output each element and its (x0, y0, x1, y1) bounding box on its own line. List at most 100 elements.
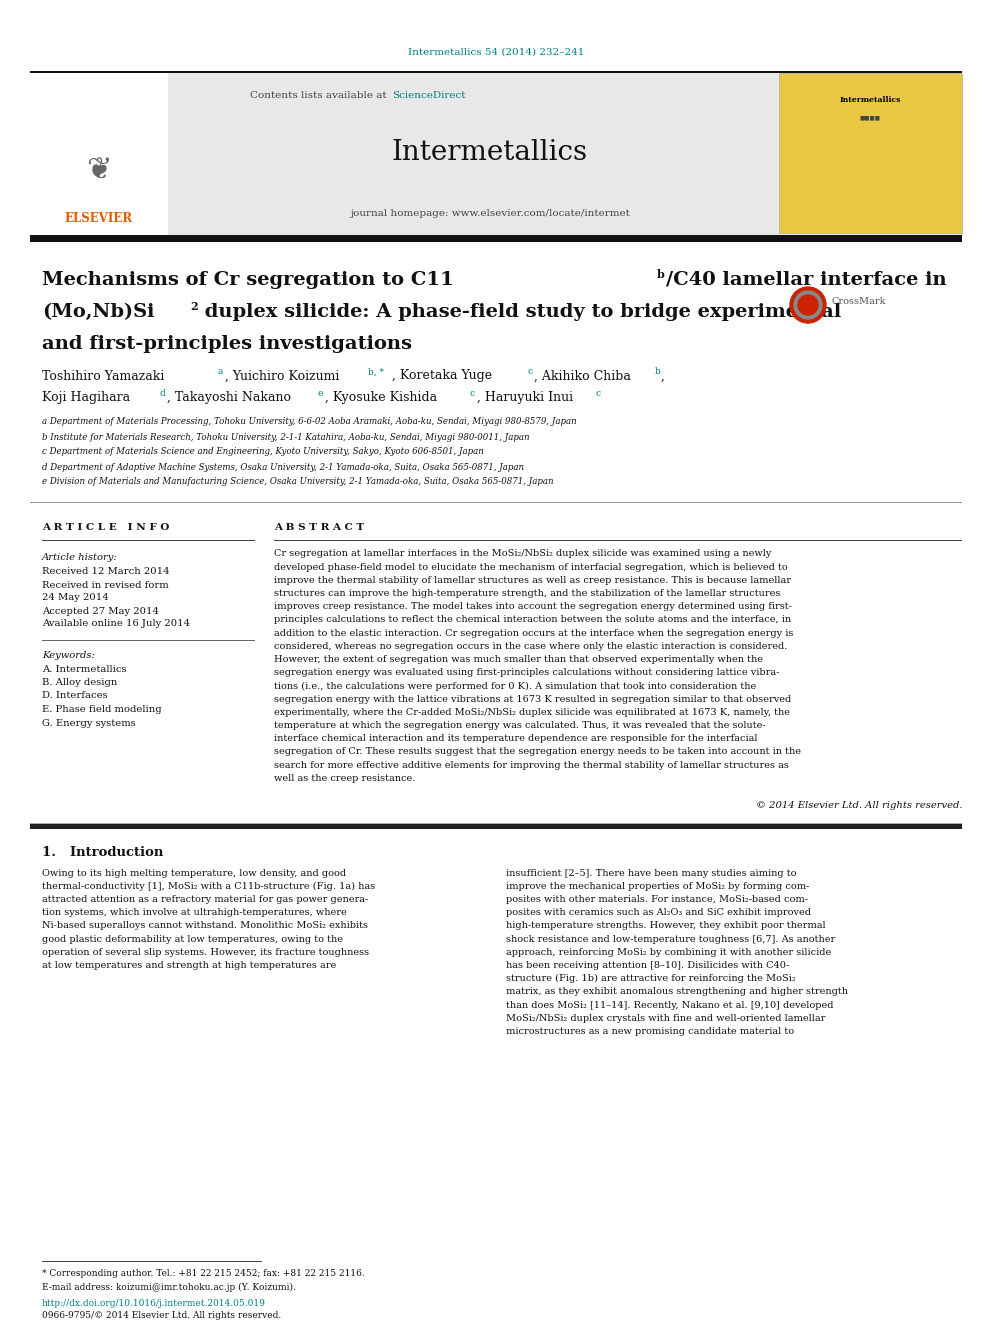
Text: b: b (655, 368, 661, 377)
Text: (Mo,Nb)Si: (Mo,Nb)Si (42, 303, 155, 321)
Text: d: d (160, 389, 166, 397)
Text: Intermetallics: Intermetallics (392, 139, 588, 165)
Text: However, the extent of segregation was much smaller than that observed experimen: However, the extent of segregation was m… (274, 655, 763, 664)
Text: ❦: ❦ (86, 156, 112, 184)
Text: /C40 lamellar interface in: /C40 lamellar interface in (666, 271, 946, 288)
Text: Ni-based superalloys cannot withstand. Monolithic MoSi₂ exhibits: Ni-based superalloys cannot withstand. M… (42, 921, 368, 930)
Text: Received in revised form: Received in revised form (42, 581, 169, 590)
Text: * Corresponding author. Tel.: +81 22 215 2452; fax: +81 22 215 2116.: * Corresponding author. Tel.: +81 22 215… (42, 1270, 365, 1278)
Text: Mechanisms of Cr segregation to C11: Mechanisms of Cr segregation to C11 (42, 271, 454, 288)
Bar (30, 235, 962, 242)
Text: E. Phase field modeling: E. Phase field modeling (42, 705, 162, 714)
Text: improves creep resistance. The model takes into account the segregation energy d: improves creep resistance. The model tak… (274, 602, 792, 611)
Text: temperature at which the segregation energy was calculated. Thus, it was reveale: temperature at which the segregation ene… (274, 721, 766, 730)
Text: Contents lists available at: Contents lists available at (250, 90, 390, 99)
Text: 1.   Introduction: 1. Introduction (42, 847, 164, 860)
Text: segregation energy with the lattice vibrations at 1673 K resulted in segregation: segregation energy with the lattice vibr… (274, 695, 792, 704)
Text: D. Interfaces: D. Interfaces (42, 692, 107, 700)
Text: interface chemical interaction and its temperature dependence are responsible fo: interface chemical interaction and its t… (274, 734, 758, 744)
Text: a: a (218, 368, 223, 377)
Text: Owing to its high melting temperature, low density, and good: Owing to its high melting temperature, l… (42, 868, 346, 877)
Text: © 2014 Elsevier Ltd. All rights reserved.: © 2014 Elsevier Ltd. All rights reserved… (756, 802, 962, 811)
Text: c: c (596, 389, 601, 397)
Text: A. Intermetallics: A. Intermetallics (42, 664, 127, 673)
Bar (30, 70, 962, 73)
Text: duplex silicide: A phase-field study to bridge experimental: duplex silicide: A phase-field study to … (198, 303, 841, 321)
Text: Keywords:: Keywords: (42, 651, 95, 659)
Text: matrix, as they exhibit anomalous strengthening and higher strength: matrix, as they exhibit anomalous streng… (506, 987, 848, 996)
Text: e: e (318, 389, 323, 397)
Text: Accepted 27 May 2014: Accepted 27 May 2014 (42, 606, 159, 615)
Text: high-temperature strengths. However, they exhibit poor thermal: high-temperature strengths. However, the… (506, 921, 825, 930)
Circle shape (794, 291, 822, 319)
Text: shock resistance and low-temperature toughness [6,7]. As another: shock resistance and low-temperature tou… (506, 934, 835, 943)
Bar (779, 73, 962, 233)
Text: segregation energy was evaluated using first-principles calculations without con: segregation energy was evaluated using f… (274, 668, 780, 677)
Text: improve the thermal stability of lamellar structures as well as creep resistance: improve the thermal stability of lamella… (274, 576, 791, 585)
Text: CrossMark: CrossMark (832, 298, 887, 307)
Text: principles calculations to reflect the chemical interaction between the solute a: principles calculations to reflect the c… (274, 615, 792, 624)
Text: good plastic deformability at low temperatures, owing to the: good plastic deformability at low temper… (42, 934, 343, 943)
Text: Received 12 March 2014: Received 12 March 2014 (42, 568, 170, 577)
Bar (30, 824, 962, 830)
Text: b, *: b, * (368, 368, 384, 377)
Text: tions (i.e., the calculations were performed for 0 K). A simulation that took in: tions (i.e., the calculations were perfo… (274, 681, 756, 691)
Text: journal homepage: www.elsevier.com/locate/intermet: journal homepage: www.elsevier.com/locat… (350, 209, 630, 217)
Text: than does MoSi₂ [11–14]. Recently, Nakano et al. [9,10] developed: than does MoSi₂ [11–14]. Recently, Nakan… (506, 1000, 833, 1009)
Text: search for more effective additive elements for improving the thermal stability : search for more effective additive eleme… (274, 761, 789, 770)
Text: attracted attention as a refractory material for gas power genera-: attracted attention as a refractory mate… (42, 894, 368, 904)
Text: , Takayoshi Nakano: , Takayoshi Nakano (167, 390, 295, 404)
Circle shape (798, 295, 818, 315)
Text: and first-principles investigations: and first-principles investigations (42, 335, 412, 353)
Text: , Kyosuke Kishida: , Kyosuke Kishida (325, 390, 441, 404)
Text: has been receiving attention [8–10]. Disilicides with C40-: has been receiving attention [8–10]. Dis… (506, 960, 789, 970)
Text: ■■■■: ■■■■ (859, 115, 881, 120)
Text: MoSi₂/NbSi₂ duplex crystals with fine and well-oriented lamellar: MoSi₂/NbSi₂ duplex crystals with fine an… (506, 1013, 825, 1023)
Text: Intermetallics: Intermetallics (839, 97, 901, 105)
Text: , Haruyuki Inui: , Haruyuki Inui (477, 390, 577, 404)
Text: ScienceDirect: ScienceDirect (392, 90, 465, 99)
Text: improve the mechanical properties of MoSi₂ by forming com-: improve the mechanical properties of MoS… (506, 881, 809, 890)
Text: 0966-9795/© 2014 Elsevier Ltd. All rights reserved.: 0966-9795/© 2014 Elsevier Ltd. All right… (42, 1311, 282, 1320)
Text: approach, reinforcing MoSi₂ by combining it with another silicide: approach, reinforcing MoSi₂ by combining… (506, 947, 831, 957)
Text: developed phase-field model to elucidate the mechanism of interfacial segregatio: developed phase-field model to elucidate… (274, 562, 788, 572)
Text: E-mail address: koizumi@imr.tohoku.ac.jp (Y. Koizumi).: E-mail address: koizumi@imr.tohoku.ac.jp… (42, 1282, 296, 1291)
Text: c: c (528, 368, 533, 377)
Bar (30, 73, 962, 237)
Text: ELSEVIER: ELSEVIER (64, 212, 133, 225)
Text: insufficient [2–5]. There have been many studies aiming to: insufficient [2–5]. There have been many… (506, 868, 797, 877)
Text: addition to the elastic interaction. Cr segregation occurs at the interface when: addition to the elastic interaction. Cr … (274, 628, 794, 638)
Text: A B S T R A C T: A B S T R A C T (274, 524, 364, 532)
Text: c: c (470, 389, 475, 397)
Text: Article history:: Article history: (42, 553, 118, 562)
Text: ,: , (661, 369, 665, 382)
Text: c Department of Materials Science and Engineering, Kyoto University, Sakyo, Kyot: c Department of Materials Science and En… (42, 447, 484, 456)
Text: tion systems, which involve at ultrahigh-temperatures, where: tion systems, which involve at ultrahigh… (42, 908, 347, 917)
Text: A R T I C L E   I N F O: A R T I C L E I N F O (42, 524, 170, 532)
Text: considered, whereas no segregation occurs in the case where only the elastic int: considered, whereas no segregation occur… (274, 642, 788, 651)
Text: Intermetallics 54 (2014) 232–241: Intermetallics 54 (2014) 232–241 (408, 48, 584, 57)
Text: a Department of Materials Processing, Tohoku University, 6-6-02 Aoba Aramaki, Ao: a Department of Materials Processing, To… (42, 418, 576, 426)
Text: Cr segregation at lamellar interfaces in the MoSi₂/NbSi₂ duplex silicide was exa: Cr segregation at lamellar interfaces in… (274, 549, 772, 558)
Circle shape (790, 287, 826, 323)
Text: experimentally, where the Cr-added MoSi₂/NbSi₂ duplex silicide was equilibrated : experimentally, where the Cr-added MoSi₂… (274, 708, 790, 717)
Text: thermal-conductivity [1], MoSi₂ with a C11b-structure (Fig. 1a) has: thermal-conductivity [1], MoSi₂ with a C… (42, 881, 375, 890)
Text: structure (Fig. 1b) are attractive for reinforcing the MoSi₂: structure (Fig. 1b) are attractive for r… (506, 974, 796, 983)
Text: posites with ceramics such as Al₂O₃ and SiC exhibit improved: posites with ceramics such as Al₂O₃ and … (506, 908, 811, 917)
Text: well as the creep resistance.: well as the creep resistance. (274, 774, 416, 783)
Text: b Institute for Materials Research, Tohoku University, 2-1-1 Katahira, Aoba-ku, : b Institute for Materials Research, Toho… (42, 433, 530, 442)
Text: B. Alloy design: B. Alloy design (42, 677, 117, 687)
Text: e Division of Materials and Manufacturing Science, Osaka University, 2-1 Yamada-: e Division of Materials and Manufacturin… (42, 478, 554, 487)
Text: , Koretaka Yuge: , Koretaka Yuge (392, 369, 496, 382)
Bar (30, 73, 168, 237)
Text: b: b (657, 269, 665, 279)
Text: Koji Hagihara: Koji Hagihara (42, 390, 134, 404)
Text: , Akihiko Chiba: , Akihiko Chiba (534, 369, 635, 382)
Text: operation of several slip systems. However, its fracture toughness: operation of several slip systems. Howev… (42, 947, 369, 957)
Text: G. Energy systems: G. Energy systems (42, 718, 136, 728)
Text: 2: 2 (190, 300, 197, 311)
Text: Toshihiro Yamazaki: Toshihiro Yamazaki (42, 369, 169, 382)
Text: microstructures as a new promising candidate material to: microstructures as a new promising candi… (506, 1027, 795, 1036)
Text: http://dx.doi.org/10.1016/j.intermet.2014.05.019: http://dx.doi.org/10.1016/j.intermet.201… (42, 1298, 266, 1307)
Text: Available online 16 July 2014: Available online 16 July 2014 (42, 619, 190, 628)
